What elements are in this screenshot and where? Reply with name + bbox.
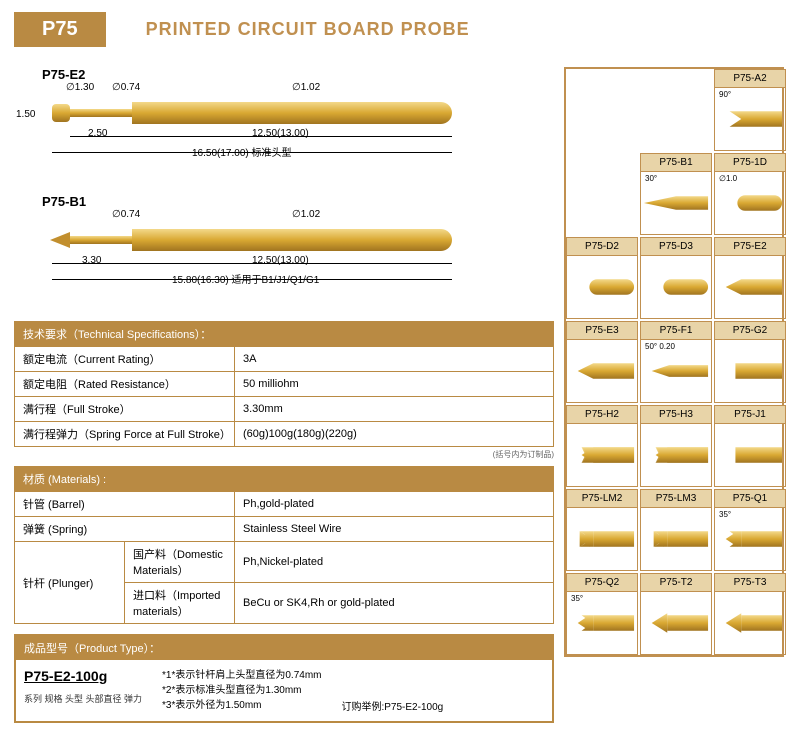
- tip-shape: [715, 256, 785, 318]
- spec-val: 50 milliohm: [235, 372, 554, 397]
- tip-P75-D2: P75-D2: [566, 237, 638, 319]
- barrel-v: Ph,gold-plated: [235, 492, 554, 517]
- tip-P75-T2: P75-T2: [640, 573, 712, 655]
- spec-key: 满行程（Full Stroke）: [15, 397, 235, 422]
- plunger-k: 针杆 (Plunger): [15, 542, 125, 624]
- tip-shape: [567, 424, 637, 486]
- tip-shape: [641, 424, 711, 486]
- specs-note: (括号内为订制品): [14, 449, 554, 460]
- tip-label: P75-D3: [641, 238, 711, 256]
- tip-annotation: 50° 0.20: [645, 342, 675, 351]
- spec-key: 额定电阻（Rated Resistance）: [15, 372, 235, 397]
- tip-label: P75-F1: [641, 322, 711, 340]
- materials-title: 材质 (Materials) :: [15, 467, 554, 492]
- tip-P75-B1: P75-B1 30°: [640, 153, 712, 235]
- spec-key: 额定电流（Current Rating）: [15, 347, 235, 372]
- product-title: 成品型号（Product Type）：: [16, 636, 552, 660]
- tip-label: P75-G2: [715, 322, 785, 340]
- tip-label: P75-J1: [715, 406, 785, 424]
- header: P75 PRINTED CIRCUIT BOARD PROBE: [14, 12, 787, 47]
- tip-P75-H2: P75-H2: [566, 405, 638, 487]
- barrel-k: 针管 (Barrel): [15, 492, 235, 517]
- tip-shape: 90°: [715, 88, 785, 150]
- specs-title: 技术要求（Technical Specifications）：: [15, 322, 554, 347]
- tip-P75-G2: P75-G2: [714, 321, 786, 403]
- tip-shape: [715, 592, 785, 654]
- tip-label: P75-T3: [715, 574, 785, 592]
- tip-P75-1D: P75-1D ∅1.0: [714, 153, 786, 235]
- page-title: PRINTED CIRCUIT BOARD PROBE: [146, 19, 470, 40]
- tip-P75-A2: P75-A2 90°: [714, 69, 786, 151]
- tip-P75-T3: P75-T3: [714, 573, 786, 655]
- tip-annotation: 35°: [719, 510, 731, 519]
- diagram-e2: P75-E2 ∅1.30 ∅0.74 ∅1.02 1.50 2.50 12.50…: [14, 67, 554, 176]
- spec-val: 3.30mm: [235, 397, 554, 422]
- tip-label: P75-H3: [641, 406, 711, 424]
- plunger-dom-v: Ph,Nickel-plated: [235, 542, 554, 583]
- tip-P75-D3: P75-D3: [640, 237, 712, 319]
- tip-shape: [641, 508, 711, 570]
- spec-val: (60g)100g(180g)(220g): [235, 422, 554, 447]
- product-legend: 系列 规格 头型 头部直径 弹力: [24, 692, 142, 705]
- product-example: 订购举例:P75-E2-100g: [341, 698, 443, 713]
- spring-v: Stainless Steel Wire: [235, 517, 554, 542]
- diagram-b1-label: P75-B1: [42, 194, 554, 209]
- tip-shape: [715, 424, 785, 486]
- product-code: P75-E2-100g: [24, 668, 142, 684]
- tip-P75-E3: P75-E3: [566, 321, 638, 403]
- tip-P75-E2: P75-E2: [714, 237, 786, 319]
- tech-specs-table: 技术要求（Technical Specifications）： 额定电流（Cur…: [14, 321, 554, 447]
- product-notes: *1*表示针杆肩上头型直径为0.74mm*2*表示标准头型直径为1.30mm*3…: [162, 668, 321, 713]
- tip-annotation: 35°: [571, 594, 583, 603]
- tip-label: P75-1D: [715, 154, 785, 172]
- diagram-b1: P75-B1 ∅0.74 ∅1.02 3.30 12.50(13.00) 15.…: [14, 194, 554, 303]
- tip-shape: [567, 508, 637, 570]
- tip-shape: 35°: [567, 592, 637, 654]
- tip-annotation: 30°: [645, 174, 657, 183]
- plunger-imp-v: BeCu or SK4,Rh or gold-plated: [235, 583, 554, 624]
- tip-shape: [715, 340, 785, 402]
- plunger-imp-k: 进口料（Imported materials）: [125, 583, 235, 624]
- tip-shape: 30°: [641, 172, 711, 234]
- tip-P75-Q1: P75-Q1 35°: [714, 489, 786, 571]
- tip-label: P75-B1: [641, 154, 711, 172]
- spec-key: 满行程弹力（Spring Force at Full Stroke）: [15, 422, 235, 447]
- tip-P75-LM2: P75-LM2: [566, 489, 638, 571]
- tip-shape: 35°: [715, 508, 785, 570]
- tip-shape: [641, 592, 711, 654]
- tip-label: P75-D2: [567, 238, 637, 256]
- tip-P75-J1: P75-J1: [714, 405, 786, 487]
- tip-label: P75-T2: [641, 574, 711, 592]
- model-badge: P75: [14, 12, 106, 47]
- tip-P75-LM3: P75-LM3: [640, 489, 712, 571]
- tip-label: P75-E3: [567, 322, 637, 340]
- materials-table: 材质 (Materials) : 针管 (Barrel) Ph,gold-pla…: [14, 466, 554, 624]
- spring-k: 弹簧 (Spring): [15, 517, 235, 542]
- tip-P75-H3: P75-H3: [640, 405, 712, 487]
- tip-shape: [567, 340, 637, 402]
- diagram-e2-label: P75-E2: [42, 67, 554, 82]
- tip-P75-Q2: P75-Q2 35°: [566, 573, 638, 655]
- tip-label: P75-E2: [715, 238, 785, 256]
- tip-shape: [567, 256, 637, 318]
- tip-label: P75-H2: [567, 406, 637, 424]
- spec-val: 3A: [235, 347, 554, 372]
- tip-shape: [641, 256, 711, 318]
- tip-annotation: ∅1.0: [719, 174, 737, 183]
- tip-P75-F1: P75-F1 50° 0.20: [640, 321, 712, 403]
- tip-grid: P75-A2 90° P75-B1 30° P75-1D: [564, 67, 784, 657]
- tip-label: P75-Q1: [715, 490, 785, 508]
- tip-label: P75-A2: [715, 70, 785, 88]
- tip-shape: 50° 0.20: [641, 340, 711, 402]
- tip-label: P75-LM3: [641, 490, 711, 508]
- tip-label: P75-LM2: [567, 490, 637, 508]
- plunger-dom-k: 国产料（Domestic Materials）: [125, 542, 235, 583]
- product-box: 成品型号（Product Type）： P75-E2-100g 系列 规格 头型…: [14, 634, 554, 723]
- tip-label: P75-Q2: [567, 574, 637, 592]
- tip-annotation: 90°: [719, 90, 731, 99]
- tip-shape: ∅1.0: [715, 172, 785, 234]
